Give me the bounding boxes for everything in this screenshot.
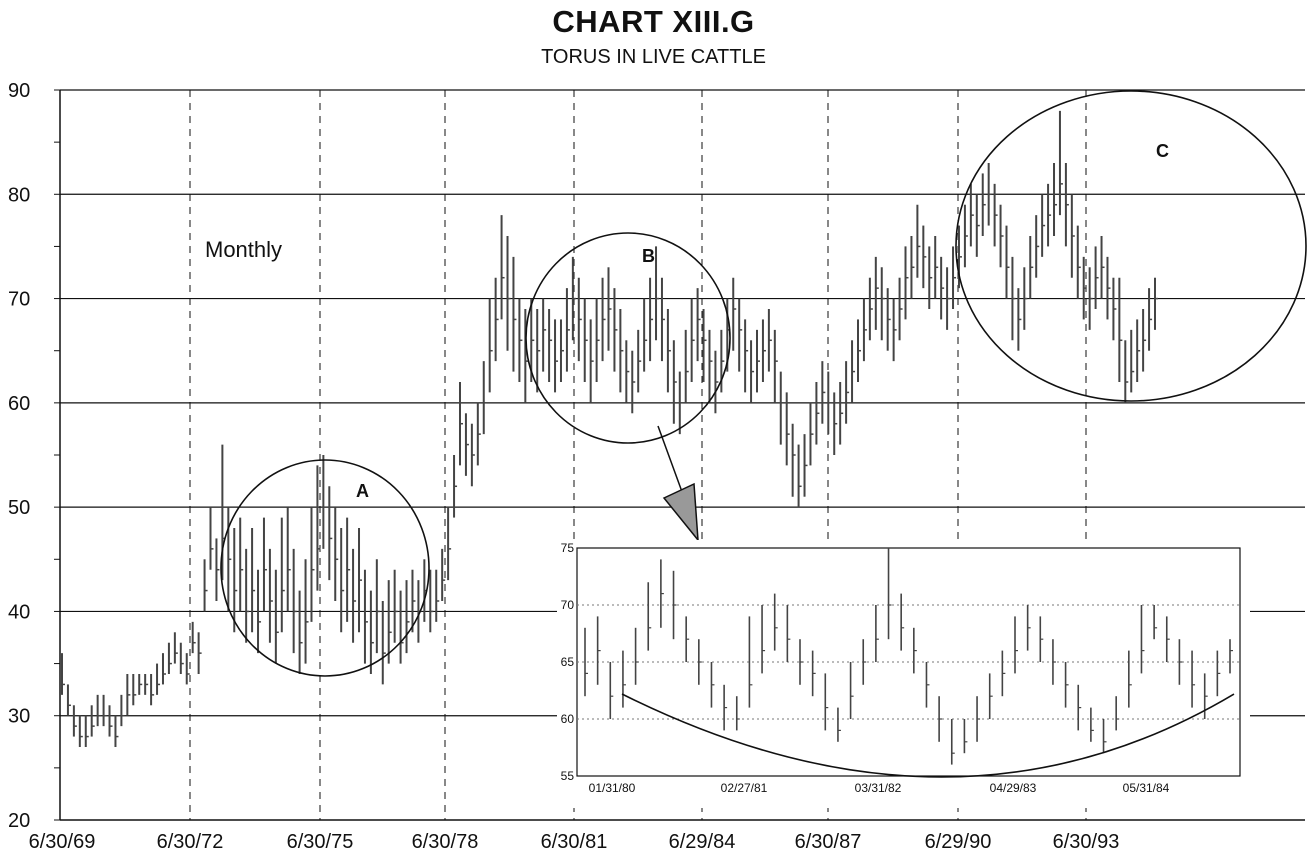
circle-label: A <box>356 481 369 501</box>
inset-background <box>557 540 1250 808</box>
y-tick-label: 60 <box>8 393 30 415</box>
inset-y-tick-label: 65 <box>561 655 575 669</box>
x-tick-label: 6/29/90 <box>925 831 992 853</box>
inset-x-tick-label: 01/31/80 <box>589 781 636 795</box>
inset-y-tick-label: 60 <box>561 712 575 726</box>
x-tick-label: 6/30/75 <box>287 831 354 853</box>
inset-x-tick-label: 02/27/81 <box>721 781 768 795</box>
y-tick-label: 70 <box>8 289 30 311</box>
inset-x-tick-label: 03/31/82 <box>855 781 902 795</box>
circle-label: C <box>1156 141 1169 161</box>
circle-b <box>525 232 731 444</box>
circle-a <box>220 459 430 677</box>
inset-y-tick-label: 70 <box>561 598 575 612</box>
y-tick-label: 40 <box>8 601 30 623</box>
y-tick-label: 90 <box>8 80 30 102</box>
x-tick-label: 6/30/72 <box>157 831 224 853</box>
inset-x-tick-label: 05/31/84 <box>1123 781 1170 795</box>
x-tick-label: 6/29/84 <box>669 831 736 853</box>
chart-title: CHART XIII.G <box>552 4 755 39</box>
chart-subtitle: TORUS IN LIVE CATTLE <box>541 46 766 68</box>
price-bars <box>61 110 1158 747</box>
inset-x-tick-label: 04/29/83 <box>990 781 1037 795</box>
axes: 20 30 40 50 60 70 80 90 6/30/69 6/30/72 6/30/75 6/3… <box>8 80 1305 853</box>
circle-c <box>955 90 1307 402</box>
x-tick-label: 6/30/87 <box>795 831 862 853</box>
arrow-head <box>662 482 699 543</box>
x-tick-label: 6/30/93 <box>1053 831 1120 853</box>
inset-y-tick-label: 75 <box>561 541 575 555</box>
circle-annotations: A B C <box>220 90 1307 677</box>
monthly-annotation: Monthly <box>205 237 282 262</box>
y-tick-label: 30 <box>8 706 30 728</box>
y-tick-label: 20 <box>8 810 30 832</box>
inset-torus-curve <box>621 693 1235 778</box>
x-tick-label: 6/30/81 <box>541 831 608 853</box>
inset-chart: 55 60 65 70 75 01/31/80 02/27/81 03/31/82 04/29/… <box>557 540 1250 808</box>
arrow-line <box>657 425 686 501</box>
y-tick-label: 80 <box>8 184 30 206</box>
circle-label: B <box>642 246 655 266</box>
inset-y-tick-label: 55 <box>561 769 575 783</box>
x-tick-label: 6/30/69 <box>29 831 96 853</box>
y-tick-label: 50 <box>8 497 30 519</box>
x-tick-label: 6/30/78 <box>412 831 479 853</box>
